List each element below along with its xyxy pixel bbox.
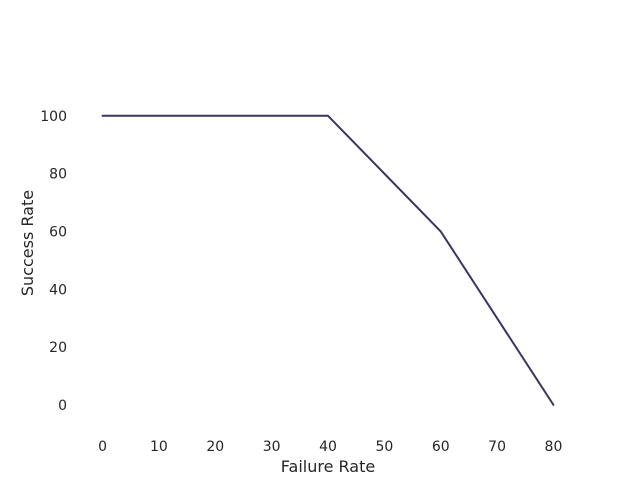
- x-tick-label: 80: [545, 439, 563, 455]
- y-tick-label: 0: [58, 398, 67, 414]
- x-tick-label: 20: [206, 439, 224, 455]
- y-tick-label: 80: [49, 167, 67, 183]
- x-tick-label: 50: [375, 439, 393, 455]
- x-axis-label: Failure Rate: [281, 457, 375, 476]
- x-tick-label: 30: [263, 439, 281, 455]
- x-tick-label: 40: [319, 439, 337, 455]
- y-tick-labels: 0 20 40 60 80 100: [40, 109, 67, 414]
- series-line: [101, 114, 555, 406]
- x-tick-label: 70: [488, 439, 506, 455]
- series-group: [101, 114, 555, 406]
- y-tick-label: 20: [49, 340, 67, 356]
- x-tick-label: 0: [98, 439, 107, 455]
- x-tick-label: 60: [432, 439, 450, 455]
- y-axis-label: Success Rate: [18, 190, 37, 296]
- x-tick-label: 10: [150, 439, 168, 455]
- y-tick-label: 60: [49, 224, 67, 240]
- y-tick-label: 100: [40, 109, 67, 125]
- y-tick-label: 40: [49, 282, 67, 298]
- x-tick-labels: 0 10 20 30 40 50 60 70 80: [98, 439, 562, 455]
